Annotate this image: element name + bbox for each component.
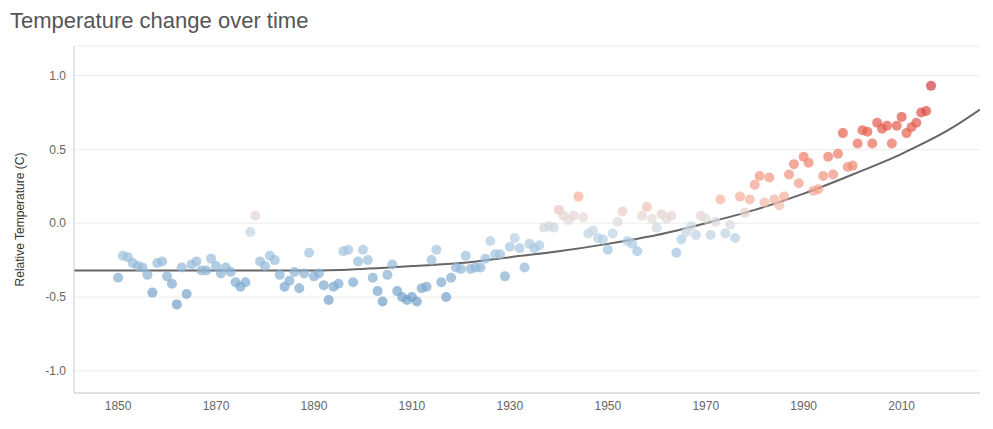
svg-text:0.0: 0.0 — [49, 216, 66, 230]
svg-text:1930: 1930 — [497, 399, 524, 413]
svg-text:1850: 1850 — [105, 399, 132, 413]
svg-text:1910: 1910 — [399, 399, 426, 413]
svg-text:1970: 1970 — [692, 399, 719, 413]
svg-text:1990: 1990 — [790, 399, 817, 413]
html-text:Temperature change over time: Temperature change over time — [10, 8, 309, 33]
svg-text:Relative Temperature (C): Relative Temperature (C) — [13, 153, 27, 287]
svg-text:1950: 1950 — [594, 399, 621, 413]
svg-text:1870: 1870 — [203, 399, 230, 413]
svg-text:-1.0: -1.0 — [45, 364, 66, 378]
svg-text:2010: 2010 — [888, 399, 915, 413]
svg-text:-0.5: -0.5 — [45, 290, 66, 304]
svg-text:1.0: 1.0 — [49, 69, 66, 83]
svg-text:1890: 1890 — [301, 399, 328, 413]
svg-text:0.5: 0.5 — [49, 143, 66, 157]
